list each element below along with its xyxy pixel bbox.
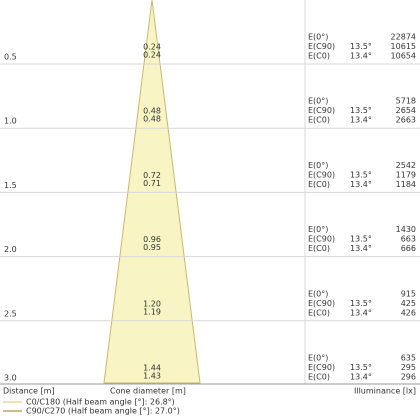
illuminance-angle: 13.4° <box>350 244 372 253</box>
cone-diameter: 1.20 <box>143 299 161 308</box>
illuminance-value: 425 <box>401 299 416 308</box>
illuminance-angle: 13.5° <box>350 170 372 179</box>
illuminance-value: 2663 <box>396 116 416 125</box>
cone-diameter: 0.48 <box>143 115 161 124</box>
illuminance-label: E(C90) <box>308 42 335 51</box>
cone-diameter: 1.44 <box>143 364 161 373</box>
illuminance-label: E(C0) <box>308 373 330 382</box>
illuminance-value: 666 <box>401 244 416 253</box>
illuminance-value: 2542 <box>396 161 416 170</box>
illuminance-label: E(C0) <box>308 308 330 317</box>
illuminance-value: 915 <box>401 289 416 298</box>
distance-label: 0.5 <box>4 53 17 62</box>
illuminance-label: E(0°) <box>308 354 328 363</box>
illuminance-value: 1179 <box>396 170 416 179</box>
illuminance-value: 10615 <box>391 42 416 51</box>
cone-diameter: 0.24 <box>143 51 161 60</box>
illuminance-label: E(0°) <box>308 289 328 298</box>
illuminance-label: E(C0) <box>308 180 330 189</box>
illuminance-angle: 13.5° <box>350 299 372 308</box>
footer-diameter: Cone diameter [m] <box>110 387 186 396</box>
illuminance-label: E(C90) <box>308 106 335 115</box>
footer-illuminance: Illuminance [lx] <box>354 387 416 396</box>
illuminance-angle: 13.5° <box>350 235 372 244</box>
illuminance-value: 663 <box>401 235 416 244</box>
illuminance-angle: 13.4° <box>350 116 372 125</box>
illuminance-label: E(C90) <box>308 363 335 372</box>
cone-diameter: 0.24 <box>143 43 161 52</box>
distance-label: 2.0 <box>4 245 17 254</box>
cone-diameter: 0.72 <box>143 171 161 180</box>
illuminance-value: 295 <box>401 363 416 372</box>
cone-diameter: 0.95 <box>143 243 161 252</box>
footer-distance: Distance [m] <box>3 387 55 396</box>
cone-diameter: 0.71 <box>143 179 161 188</box>
illuminance-label: E(C90) <box>308 235 335 244</box>
illuminance-angle: 13.4° <box>350 52 372 61</box>
cone-diameter: 0.96 <box>143 235 161 244</box>
illuminance-value: 635 <box>401 354 416 363</box>
distance-label: 1.0 <box>4 117 17 126</box>
illuminance-angle: 13.4° <box>350 308 372 317</box>
illuminance-value: 22874 <box>391 33 416 42</box>
illuminance-value: 1430 <box>396 225 416 234</box>
distance-label: 1.5 <box>4 181 17 190</box>
illuminance-label: E(0°) <box>308 33 328 42</box>
illuminance-label: E(C90) <box>308 299 335 308</box>
cone-diameter: 1.19 <box>143 307 161 316</box>
illuminance-label: E(C0) <box>308 52 330 61</box>
illuminance-angle: 13.5° <box>350 42 372 51</box>
illuminance-value: 10654 <box>391 52 416 61</box>
illuminance-value: 5718 <box>396 97 416 106</box>
illuminance-label: E(C90) <box>308 170 335 179</box>
distance-label: 2.5 <box>4 309 17 318</box>
light-cone <box>103 0 201 384</box>
illuminance-angle: 13.4° <box>350 180 372 189</box>
illuminance-value: 296 <box>401 373 416 382</box>
legend-label: C90/C270 (Half beam angle [°]: 27.0°) <box>26 407 180 416</box>
legend-label: C0/C180 (Half beam angle [°]: 26.8°) <box>26 398 175 407</box>
illuminance-label: E(0°) <box>308 161 328 170</box>
illuminance-label: E(C0) <box>308 244 330 253</box>
illuminance-angle: 13.5° <box>350 106 372 115</box>
illuminance-angle: 13.4° <box>350 373 372 382</box>
illuminance-label: E(0°) <box>308 225 328 234</box>
cone-diameter: 1.43 <box>143 372 161 381</box>
illuminance-label: E(0°) <box>308 97 328 106</box>
illuminance-angle: 13.5° <box>350 363 372 372</box>
illuminance-label: E(C0) <box>308 116 330 125</box>
illuminance-value: 426 <box>401 308 416 317</box>
cone-diameter: 0.48 <box>143 107 161 116</box>
illuminance-value: 2654 <box>396 106 416 115</box>
distance-label: 3.0 <box>4 374 17 383</box>
illuminance-value: 1184 <box>396 180 416 189</box>
